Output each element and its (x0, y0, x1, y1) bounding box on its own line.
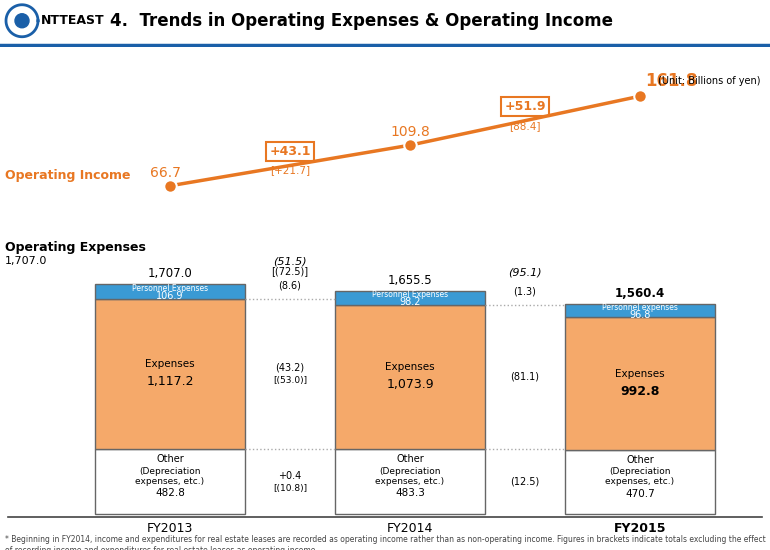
Text: 1,707.0: 1,707.0 (148, 267, 192, 280)
Bar (565, 304, 715, 317)
Text: 483.3: 483.3 (395, 488, 425, 498)
Text: Personnel Expenses: Personnel Expenses (132, 284, 208, 293)
Text: 470.7: 470.7 (625, 489, 654, 499)
Text: 109.8: 109.8 (390, 125, 430, 139)
Text: Other: Other (626, 455, 654, 465)
Bar (95, 299, 245, 449)
Bar (565, 450, 715, 514)
Text: (12.5): (12.5) (511, 476, 540, 486)
Bar (335, 292, 485, 305)
Text: FY2014: FY2014 (387, 521, 434, 535)
Text: expenses, etc.): expenses, etc.) (376, 477, 444, 486)
Text: +0.4: +0.4 (279, 471, 302, 481)
Text: 98.2: 98.2 (400, 297, 420, 307)
Text: Other: Other (156, 454, 184, 464)
Bar (95, 284, 245, 299)
Text: +43.1: +43.1 (270, 145, 311, 158)
Text: (1.3): (1.3) (514, 287, 537, 296)
Text: NTTEAST: NTTEAST (41, 14, 105, 28)
Bar (335, 449, 485, 514)
Bar (565, 317, 715, 450)
Text: (43.2): (43.2) (276, 363, 305, 373)
Text: * Beginning in FY2014, income and expenditures for real estate leases are record: * Beginning in FY2014, income and expend… (5, 536, 765, 550)
Text: 1,560.4: 1,560.4 (615, 287, 665, 300)
Text: Personnel expenses: Personnel expenses (602, 303, 678, 312)
Text: 1,117.2: 1,117.2 (146, 375, 194, 388)
Text: 4.  Trends in Operating Expenses & Operating Income: 4. Trends in Operating Expenses & Operat… (110, 12, 613, 30)
Text: +51.9: +51.9 (504, 100, 546, 113)
Text: Personnel Expenses: Personnel Expenses (372, 290, 448, 299)
Text: 482.8: 482.8 (155, 488, 185, 498)
Text: expenses, etc.): expenses, etc.) (605, 477, 675, 486)
Text: 1,655.5: 1,655.5 (387, 274, 432, 287)
Text: (51.5): (51.5) (273, 256, 306, 266)
Text: [(10.8)]: [(10.8)] (273, 483, 307, 493)
Text: 992.8: 992.8 (621, 385, 660, 398)
Text: (Depreciation: (Depreciation (609, 468, 671, 476)
Text: Other: Other (396, 454, 424, 464)
Text: (95.1): (95.1) (508, 267, 542, 277)
Text: (8.6): (8.6) (279, 280, 301, 291)
Text: 1,073.9: 1,073.9 (387, 378, 434, 391)
Text: FY2015: FY2015 (614, 521, 666, 535)
Text: (Depreciation: (Depreciation (380, 466, 440, 476)
Bar (95, 449, 245, 514)
Text: 106.9: 106.9 (156, 290, 184, 301)
Text: Expenses: Expenses (146, 359, 195, 369)
Text: 161.8: 161.8 (645, 72, 698, 90)
Bar (335, 305, 485, 449)
Text: 1,707.0: 1,707.0 (5, 256, 48, 266)
Text: [(53.0)]: [(53.0)] (273, 376, 307, 385)
Text: 66.7: 66.7 (149, 166, 180, 180)
Text: Operating Expenses: Operating Expenses (5, 241, 146, 255)
Text: [(72.5)]: [(72.5)] (272, 266, 309, 277)
Text: [88.4]: [88.4] (509, 120, 541, 131)
Text: expenses, etc.): expenses, etc.) (136, 477, 205, 486)
Circle shape (15, 14, 29, 28)
Text: Operating Income: Operating Income (5, 169, 130, 182)
Text: (Unit: Billions of yen): (Unit: Billions of yen) (658, 76, 760, 86)
Text: Expenses: Expenses (385, 361, 435, 372)
Text: (81.1): (81.1) (511, 372, 540, 382)
Text: (Depreciation: (Depreciation (139, 466, 201, 476)
Text: [+21.7]: [+21.7] (270, 166, 310, 175)
Text: 96.8: 96.8 (629, 310, 651, 320)
Text: Expenses: Expenses (615, 368, 665, 379)
Text: FY2013: FY2013 (147, 521, 193, 535)
